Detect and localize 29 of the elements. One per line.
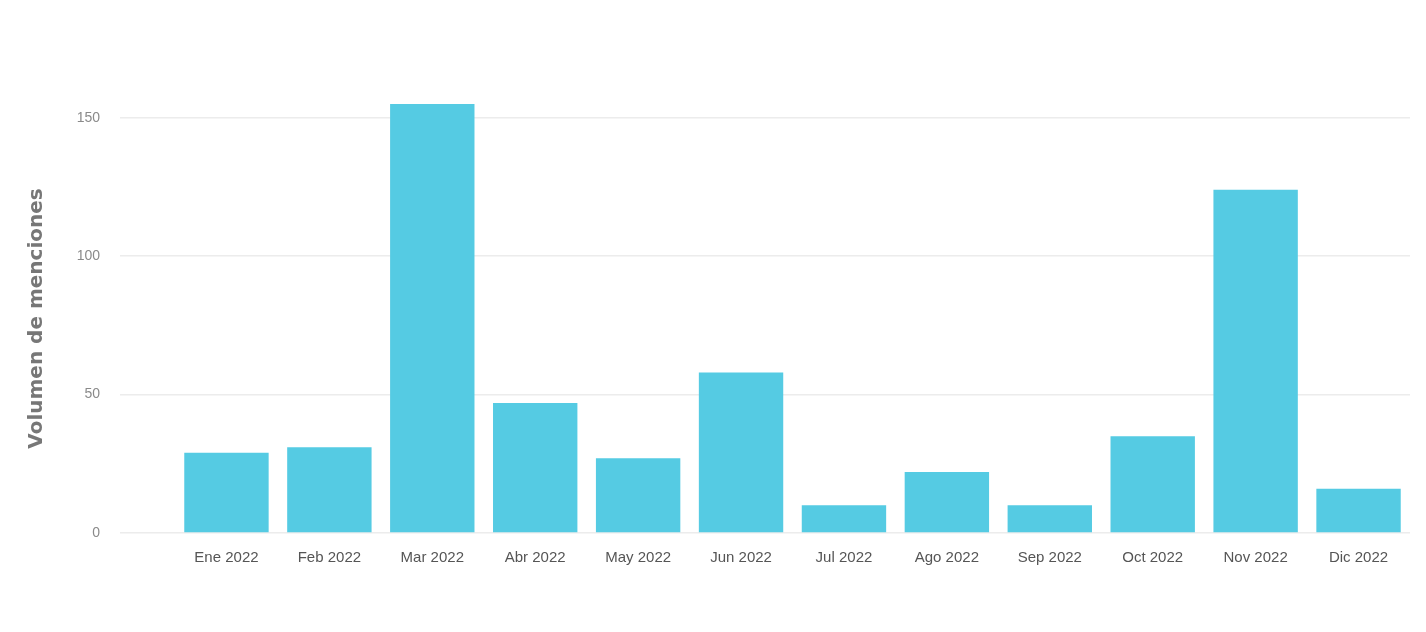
- bar: [287, 447, 372, 533]
- bar: [698, 372, 784, 533]
- y-axis-title: Volumen de menciones: [23, 188, 48, 449]
- bar: [904, 472, 990, 533]
- bar: [1213, 189, 1298, 533]
- x-tick-label: Ene 2022: [194, 548, 259, 566]
- bar: [184, 452, 269, 533]
- y-tick-label: 150: [76, 108, 101, 125]
- y-tick-label: 100: [76, 247, 101, 264]
- bar: [595, 458, 681, 533]
- bar: [493, 402, 578, 533]
- x-tick-label: Jul 2022: [815, 548, 873, 566]
- x-tick-label: Oct 2022: [1122, 548, 1184, 566]
- x-tick-label: Feb 2022: [297, 548, 362, 566]
- y-tick-label: 50: [84, 385, 101, 402]
- x-tick-label: May 2022: [605, 548, 672, 566]
- x-tick-label: Abr 2022: [504, 548, 566, 566]
- bar: [1007, 505, 1092, 533]
- x-tick-label: Dic 2022: [1328, 548, 1389, 566]
- x-tick-label: Jun 2022: [710, 548, 772, 566]
- x-tick-label: Sep 2022: [1017, 548, 1082, 566]
- x-tick-label: Ago 2022: [914, 548, 979, 566]
- y-tick-label: 0: [92, 523, 101, 540]
- bar: [1110, 436, 1195, 533]
- bar: [1316, 488, 1401, 533]
- bar: [390, 104, 475, 533]
- bar: [801, 505, 887, 533]
- x-tick-label: Mar 2022: [400, 548, 464, 566]
- x-tick-label: Nov 2022: [1223, 548, 1288, 566]
